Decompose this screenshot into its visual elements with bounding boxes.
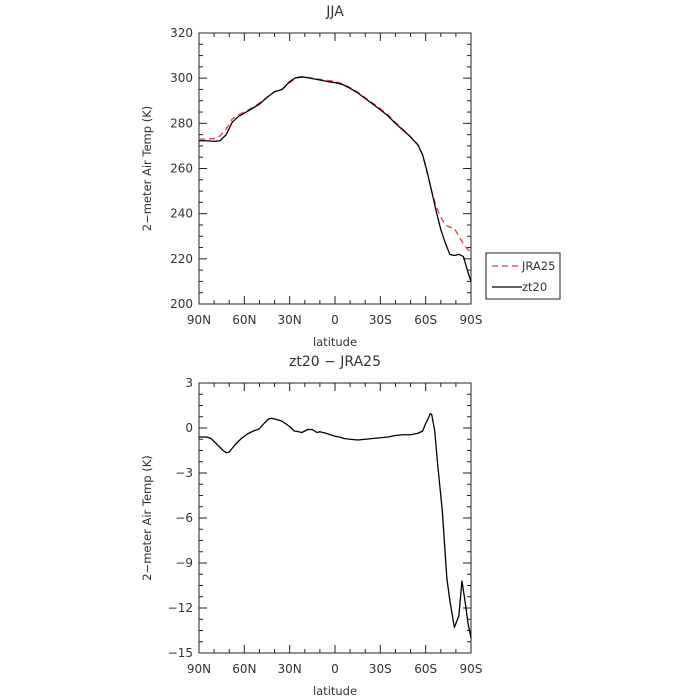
legend: JRA25 zt20 [485,252,561,300]
y-tick-label: 200 [170,297,193,311]
y-tick-label: 240 [170,207,193,221]
series-line-difference [199,413,472,639]
x-tick-label: 60N [232,313,256,327]
series-line-zt20 [199,76,472,282]
x-tick-label: 60S [414,313,437,327]
y-tick-label: −15 [168,646,193,660]
y-tick-label: 260 [170,162,193,176]
y-tick-label: 220 [170,252,193,266]
x-tick-label: 90S [460,662,483,676]
panel-top-x-axis-label: latitude [313,335,357,349]
x-tick-label: 30S [369,313,392,327]
x-tick-label: 30S [369,662,392,676]
panel-top-frame [198,32,472,305]
panel-top-y-axis-label: 2−meter Air Temp (K) [140,106,154,231]
legend-box [485,252,561,300]
x-tick-label: 0 [331,313,339,327]
y-tick-label: 320 [170,26,193,40]
panel-top-y-ticks: 200 220 240 260 280 300 320 [170,26,471,311]
y-tick-label: 280 [170,116,193,130]
panel-bottom-title: zt20 − JRA25 [289,354,381,370]
y-tick-label: 3 [185,376,193,390]
x-tick-label: 30N [278,313,302,327]
panel-bottom-x-ticks: 90N 60N 30N 0 30S 60S 90S [187,383,483,676]
x-tick-label: 90N [187,662,211,676]
y-tick-label: −3 [175,466,193,480]
x-tick-label: 60S [414,662,437,676]
x-tick-label: 0 [331,662,339,676]
y-tick-label: −9 [175,556,193,570]
x-tick-label: 90S [460,313,483,327]
panel-top-series [199,76,472,282]
y-tick-label: −12 [168,601,193,615]
panel-bottom: zt20 − JRA25 3 0 −3 −6 −9 −12 −15 90N 60N 30N 0 30… [140,354,482,698]
panel-bottom-y-axis-label: 2−meter Air Temp (K) [140,455,154,580]
panel-top: JJA 200 220 240 260 280 300 320 90N 60N 30N 0 30S 6… [140,4,561,349]
x-tick-label: 90N [187,313,211,327]
x-tick-label: 30N [278,662,302,676]
panel-bottom-series [199,413,472,639]
panel-bottom-y-ticks: 3 0 −3 −6 −9 −12 −15 [168,376,471,660]
legend-label-jra25: JRA25 [521,259,555,273]
x-tick-label: 60N [232,662,256,676]
y-tick-label: −6 [175,511,193,525]
series-line-jra25 [199,76,472,253]
legend-label-zt20: zt20 [522,280,547,294]
panel-top-title: JJA [325,4,344,20]
y-tick-label: 300 [170,71,193,85]
panel-bottom-frame [198,382,472,654]
panel-bottom-x-axis-label: latitude [313,684,357,698]
y-tick-label: 0 [185,421,193,435]
panel-top-x-ticks: 90N 60N 30N 0 30S 60S 90S [187,33,483,327]
